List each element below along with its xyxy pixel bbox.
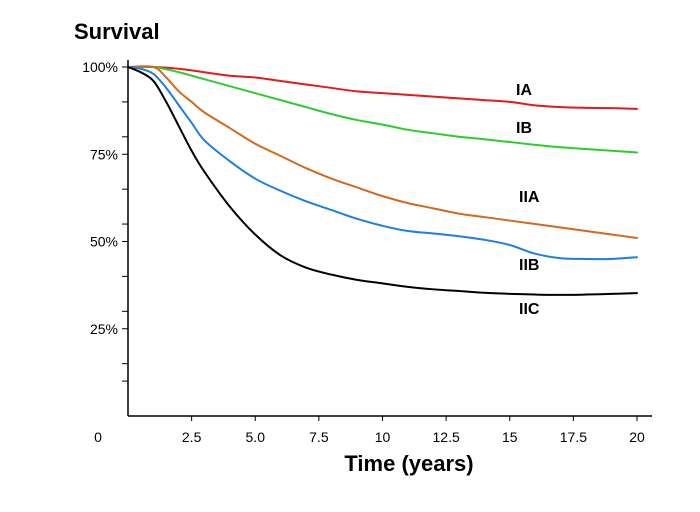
- series-label-ib: IB: [516, 120, 532, 137]
- x-origin-label: 0: [94, 429, 102, 445]
- x-tick-label: 12.5: [433, 429, 460, 445]
- y-tick-label: 100%: [82, 59, 118, 75]
- x-tick-label: 15: [502, 429, 518, 445]
- y-tick-label: 50%: [90, 234, 118, 250]
- y-axis-ticks: 100% 75% 50% 25%: [82, 59, 128, 382]
- x-tick-label: 10: [375, 429, 391, 445]
- x-tick-label: 17.5: [560, 429, 587, 445]
- series-label-ia: IA: [516, 82, 532, 99]
- chart-title: Survival: [74, 19, 160, 44]
- axes: [127, 60, 652, 417]
- x-axis-title: Time (years): [344, 451, 473, 476]
- series-line-ib: [127, 65, 638, 154]
- series-lines: [127, 65, 638, 296]
- series-label-iib: IIB: [519, 257, 539, 274]
- series-line-iic: [127, 66, 638, 296]
- series-label-iic: IIC: [519, 301, 540, 318]
- y-tick-label: 25%: [90, 321, 118, 337]
- series-labels: IA IB IIA IIB IIC: [516, 82, 540, 318]
- x-tick-label: 2.5: [182, 429, 202, 445]
- x-tick-label: 20: [629, 429, 645, 445]
- x-tick-label: 7.5: [309, 429, 329, 445]
- series-line-iia: [127, 65, 638, 240]
- series-label-iia: IIA: [519, 189, 540, 206]
- x-tick-label: 5.0: [246, 429, 266, 445]
- series-line-ia: [127, 65, 638, 110]
- series-line-iib: [127, 66, 638, 261]
- x-axis-ticks: 2.5 5.0 7.5 10 12.5 15 17.5 20: [182, 416, 645, 445]
- y-tick-label: 75%: [90, 146, 118, 162]
